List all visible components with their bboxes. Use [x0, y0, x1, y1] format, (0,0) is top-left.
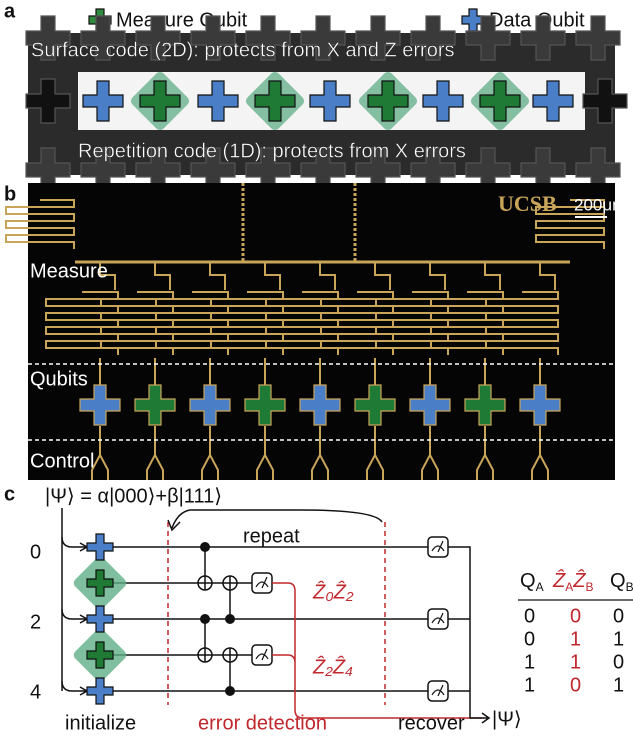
state: |Ψ⟩ = α|000⟩+β|111⟩: [45, 485, 222, 507]
cnot-control: [225, 614, 235, 624]
scale-bar: 200μm: [574, 195, 626, 214]
qubit-index: 4: [30, 681, 41, 703]
table-cell: 1: [570, 651, 581, 673]
stabilizer: Ẑ₂Ẑ₄: [312, 655, 353, 678]
table-cell: 1: [524, 651, 535, 673]
table-cell: 0: [524, 628, 535, 650]
header-symbol: Q: [610, 570, 626, 592]
region-label: Control: [30, 450, 94, 472]
measurement: [428, 609, 448, 629]
repeat-label: repeat: [243, 525, 300, 547]
stage-label: initialize: [65, 712, 136, 734]
caption: Repetition code (1D): protects from X er…: [78, 140, 466, 162]
stage-label: error detection: [198, 712, 327, 734]
measurement: [252, 645, 272, 665]
cnot-control: [200, 542, 210, 552]
panel-label: c: [4, 483, 15, 505]
legend-label: Measure Qubit: [116, 9, 248, 31]
table-cell: 0: [613, 605, 624, 627]
header-symbol: Ẑ: [552, 569, 566, 592]
caption: Surface code (2D): protects from X and Z…: [31, 39, 455, 61]
cnot-control: [225, 686, 235, 696]
table-cell: 0: [613, 651, 624, 673]
qubit-index: 0: [30, 541, 41, 563]
header-symbol: Q: [520, 570, 536, 592]
cnot-control: [200, 614, 210, 624]
panel-label: b: [4, 183, 16, 205]
region-label: Measure: [30, 260, 108, 282]
table-cell: 0: [570, 674, 581, 696]
measurement: [252, 573, 272, 593]
figure: aMeasure QubitData QubitSurface code (2D…: [0, 0, 633, 738]
output-state: |Ψ⟩: [492, 708, 522, 730]
stage-label: recover: [398, 712, 465, 734]
logo: UCSB: [498, 191, 557, 216]
table-cell: 1: [524, 674, 535, 696]
qubit-index: 2: [30, 611, 41, 633]
header-subscript: B: [585, 580, 593, 594]
measurement: [428, 537, 448, 557]
header-symbol: Ẑ: [572, 569, 586, 592]
header-subscript: B: [626, 580, 633, 594]
panel-label: a: [4, 0, 16, 22]
region-label: Qubits: [30, 368, 88, 390]
table-cell: 1: [613, 674, 624, 696]
table-cell: 1: [613, 628, 624, 650]
header-subscript: A: [565, 580, 573, 594]
measurement: [428, 681, 448, 701]
table-cell: 1: [570, 628, 581, 650]
table-cell: 0: [524, 605, 535, 627]
stabilizer: Ẑ₀Ẑ₂: [312, 580, 354, 603]
table-cell: 0: [570, 605, 581, 627]
header-subscript: A: [536, 580, 544, 594]
